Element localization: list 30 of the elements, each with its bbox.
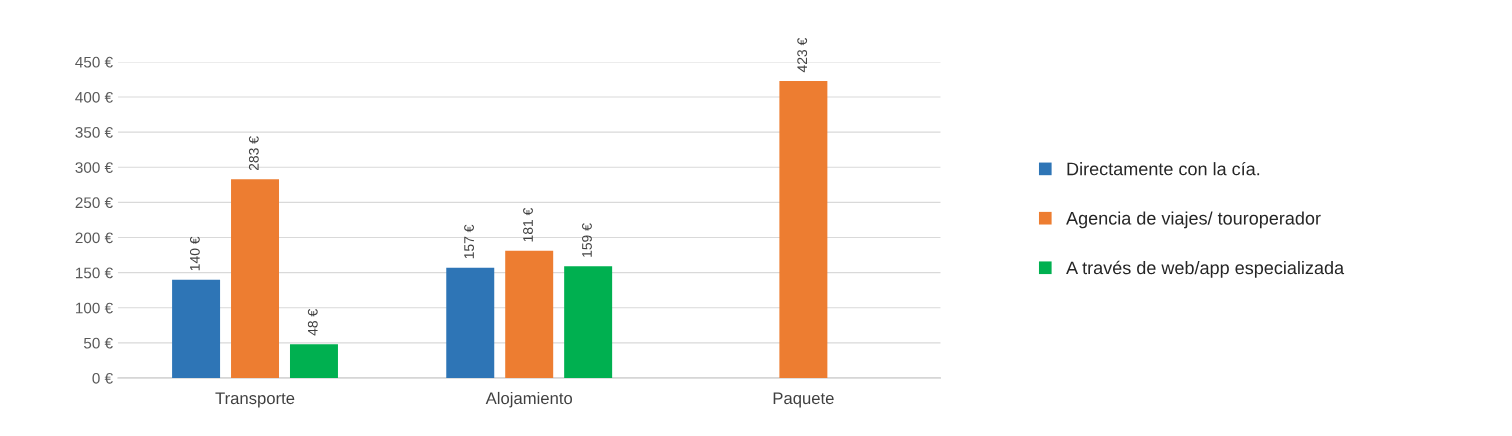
legend-label: Agencia de viajes/ touroperador <box>1066 211 1321 229</box>
x-tick-label: Paquete <box>773 392 834 408</box>
legend-label: A través de web/app especializada <box>1066 260 1345 278</box>
data-label: 48 € <box>307 309 318 336</box>
y-tick-label: 400 € <box>75 91 113 103</box>
x-tick-label: Transporte <box>215 392 295 408</box>
bar <box>289 344 338 379</box>
y-tick-label: 0 € <box>92 372 113 384</box>
bar <box>446 267 495 379</box>
bar <box>505 250 554 379</box>
bar <box>172 279 221 379</box>
y-tick-label: 150 € <box>76 267 113 279</box>
bar <box>231 179 280 379</box>
y-tick-label: 300 € <box>75 162 113 173</box>
x-tick-label: Alojamiento <box>485 391 573 408</box>
data-label: 157 € <box>464 224 474 259</box>
y-tick-label: 450 € <box>75 56 113 68</box>
data-label: 140 € <box>189 236 200 271</box>
y-tick-label: 50 € <box>83 337 113 349</box>
data-label: 423 € <box>797 37 808 73</box>
data-label: 283 € <box>248 136 259 171</box>
data-label: 181 € <box>523 207 533 242</box>
data-label: 159 € <box>582 223 592 257</box>
bar <box>779 80 828 379</box>
bar <box>564 266 613 379</box>
y-tick-label: 250 € <box>75 197 113 209</box>
y-tick-label: 100 € <box>76 302 113 314</box>
legend-label: Directamente con la cía. <box>1067 161 1260 176</box>
y-tick-label: 200 € <box>75 232 113 244</box>
y-tick-label: 350 € <box>75 127 113 138</box>
